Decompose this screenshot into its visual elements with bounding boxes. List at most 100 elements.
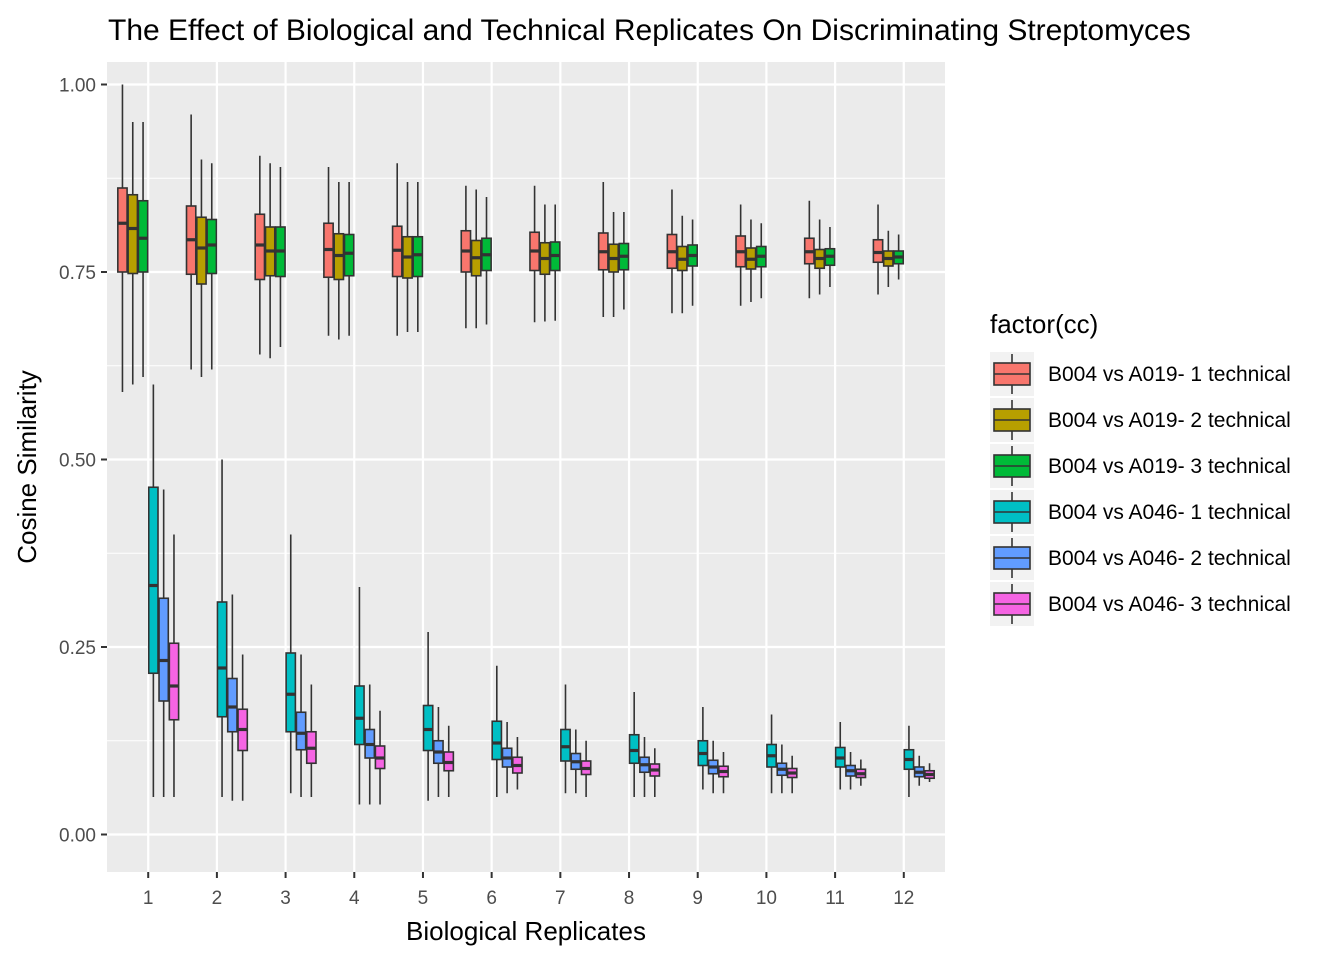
box-series-1-cat-8 <box>597 182 609 317</box>
box-series-3-cat-10 <box>755 223 767 299</box>
x-tick-label: 10 <box>756 888 777 909</box>
box-series-1-cat-11 <box>803 200 815 299</box>
x-axis-title: Biological Replicates <box>406 916 646 946</box>
box-series-6-cat-4 <box>374 710 386 805</box>
box-series-3-cat-5 <box>412 182 424 332</box>
box-series-4-cat-9 <box>697 707 709 790</box>
box-series-3-cat-9 <box>687 219 699 306</box>
box-body <box>285 652 297 733</box>
box-series-2-cat-11 <box>814 219 826 295</box>
legend-label: B004 vs A046- 3 technical <box>1048 593 1291 616</box>
box-body <box>117 187 128 273</box>
y-tick-label: 0.00 <box>59 826 96 847</box>
box-series-5-cat-7 <box>570 729 582 794</box>
box-series-5-cat-4 <box>364 684 376 805</box>
legend-item-2: B004 vs A019- 2 technical <box>990 398 1291 442</box>
box-series-1-cat-12 <box>872 204 884 295</box>
box-series-1-cat-4 <box>323 167 334 336</box>
box-series-1-cat-2 <box>185 114 197 370</box>
box-series-5-cat-5 <box>432 707 444 797</box>
x-tick-label: 5 <box>418 888 429 909</box>
box-series-5-cat-1 <box>158 489 170 797</box>
box-series-4-cat-3 <box>285 534 297 794</box>
box-series-5-cat-2 <box>226 594 238 801</box>
box-body <box>343 233 355 277</box>
legend-label: B004 vs A046- 2 technical <box>1048 547 1291 570</box>
box-series-2-cat-3 <box>264 163 276 359</box>
legend-item-5: B004 vs A046- 2 technical <box>990 536 1291 580</box>
x-tick-label: 8 <box>624 888 635 909</box>
box-series-6-cat-9 <box>718 752 729 794</box>
x-tick-label: 6 <box>486 888 497 909</box>
box-series-6-cat-8 <box>649 748 661 797</box>
box-series-3-cat-4 <box>343 182 355 336</box>
box-series-6-cat-10 <box>786 755 798 794</box>
legend-item-3: B004 vs A019- 3 technical <box>990 444 1291 488</box>
box-series-3-cat-6 <box>481 197 492 325</box>
box-series-2-cat-6 <box>470 189 482 329</box>
chart-title: The Effect of Biological and Technical R… <box>108 14 1191 47</box>
box-series-1-cat-6 <box>460 185 472 329</box>
box-series-4-cat-4 <box>353 587 365 805</box>
legend-label: B004 vs A019- 3 technical <box>1048 455 1291 478</box>
box-series-1-cat-5 <box>391 163 403 336</box>
box-series-2-cat-10 <box>745 219 757 302</box>
box-body <box>295 711 307 751</box>
box-body <box>226 677 238 733</box>
box-marks <box>117 84 935 805</box>
box-body <box>137 199 149 273</box>
box-series-3-cat-2 <box>206 163 218 370</box>
legend-label: B004 vs A019- 1 technical <box>1048 363 1291 386</box>
box-series-6-cat-12 <box>924 763 935 782</box>
major-gridlines <box>107 62 945 872</box>
box-series-3-cat-12 <box>893 234 905 280</box>
box-series-4-cat-2 <box>216 459 228 797</box>
box-series-4-cat-11 <box>834 722 846 790</box>
box-series-4-cat-1 <box>147 384 159 797</box>
box-body <box>491 720 503 761</box>
box-series-2-cat-1 <box>127 122 139 385</box>
box-body <box>127 193 139 275</box>
box-series-3-cat-3 <box>275 167 286 347</box>
box-series-2-cat-5 <box>402 182 413 332</box>
x-tick-label: 12 <box>893 888 914 909</box>
box-series-4-cat-8 <box>628 692 640 797</box>
box-series-4-cat-12 <box>903 725 915 797</box>
legend-item-4: B004 vs A046- 1 technical <box>990 490 1291 534</box>
box-series-5-cat-10 <box>776 744 788 794</box>
y-tick-label: 0.25 <box>59 638 96 659</box>
box-body <box>216 601 228 718</box>
box-series-1-cat-3 <box>254 155 266 355</box>
box-series-5-cat-9 <box>707 740 719 794</box>
box-series-1-cat-10 <box>735 204 747 306</box>
box-series-4-cat-6 <box>491 665 503 797</box>
y-axis: 0.00 0.25 0.50 0.75 1.00 <box>59 76 107 847</box>
box-series-6-cat-6 <box>511 737 523 790</box>
box-series-2-cat-9 <box>676 215 688 314</box>
box-body <box>196 216 207 285</box>
box-body <box>168 642 180 721</box>
box-series-5-cat-3 <box>295 654 307 797</box>
box-body <box>254 213 266 281</box>
box-series-5-cat-12 <box>913 755 925 786</box>
legend-label: B004 vs A019- 2 technical <box>1048 409 1291 432</box>
box-series-2-cat-12 <box>882 230 894 287</box>
box-series-3-cat-8 <box>618 212 630 310</box>
y-tick-label: 0.50 <box>59 451 96 472</box>
x-tick-label: 3 <box>280 888 291 909</box>
box-series-6-cat-3 <box>305 684 317 797</box>
box-series-6-cat-1 <box>168 534 180 797</box>
box-series-1-cat-1 <box>117 84 128 392</box>
box-series-2-cat-2 <box>196 159 207 377</box>
box-series-5-cat-6 <box>501 722 513 794</box>
box-series-2-cat-8 <box>608 212 620 317</box>
box-series-5-cat-8 <box>639 737 650 797</box>
box-series-4-cat-10 <box>766 714 777 794</box>
box-series-6-cat-11 <box>855 759 867 786</box>
x-tick-label: 4 <box>349 888 360 909</box>
x-tick-label: 11 <box>825 888 845 909</box>
box-series-1-cat-7 <box>529 185 541 323</box>
box-series-6-cat-5 <box>443 725 455 797</box>
